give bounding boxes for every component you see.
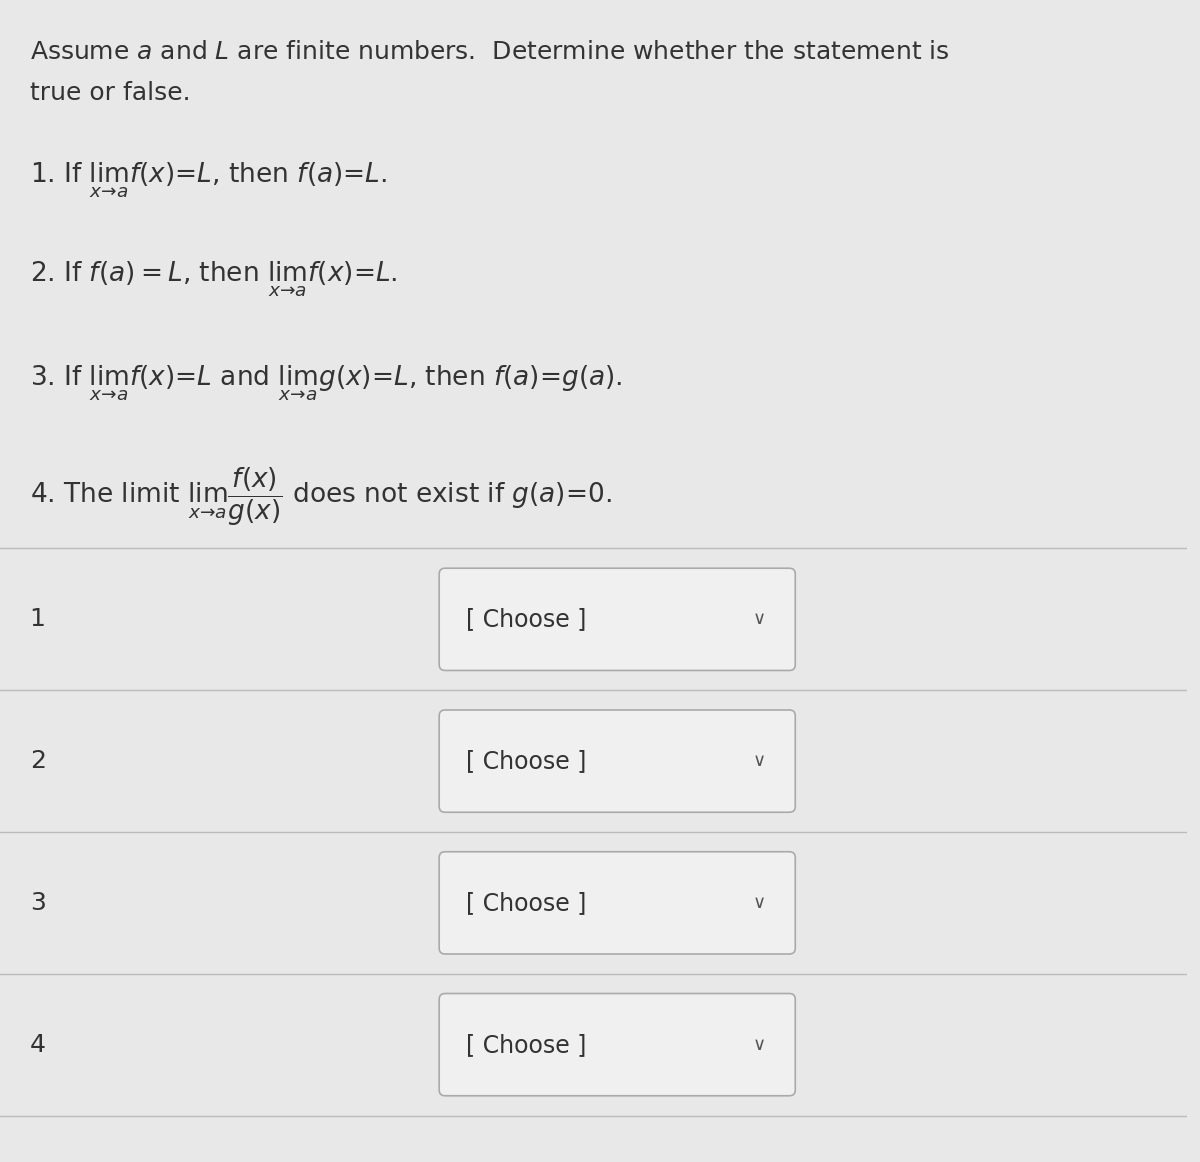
Text: [ Choose ]: [ Choose ]	[467, 749, 587, 773]
Text: true or false.: true or false.	[30, 81, 191, 105]
Text: [ Choose ]: [ Choose ]	[467, 608, 587, 631]
Text: ∨: ∨	[754, 610, 767, 629]
Text: [ Choose ]: [ Choose ]	[467, 1033, 587, 1056]
Text: 2: 2	[30, 749, 46, 773]
Text: Assume $a$ and $L$ are finite numbers.  Determine whether the statement is: Assume $a$ and $L$ are finite numbers. D…	[30, 41, 949, 64]
FancyBboxPatch shape	[439, 994, 796, 1096]
Text: 3: 3	[30, 891, 46, 914]
Text: [ Choose ]: [ Choose ]	[467, 891, 587, 914]
FancyBboxPatch shape	[439, 710, 796, 812]
FancyBboxPatch shape	[439, 852, 796, 954]
Text: ∨: ∨	[754, 752, 767, 770]
Text: ∨: ∨	[754, 1035, 767, 1054]
Text: 1. If $\lim_{x \to a} f(x) = L$, then $f(a) = L$.: 1. If $\lim_{x \to a} f(x) = L$, then $f…	[30, 160, 386, 200]
Text: 2. If $f(a) = L$, then $\lim_{x \to a} f(x) = L$.: 2. If $f(a) = L$, then $\lim_{x \to a} f…	[30, 259, 397, 299]
Text: ∨: ∨	[754, 894, 767, 912]
Text: 3. If $\lim_{x \to a} f(x) = L$ and $\lim_{x \to a} g(x) = L$, then $f(a) = g(a): 3. If $\lim_{x \to a} f(x) = L$ and $\li…	[30, 364, 622, 403]
Text: 4. The limit $\lim_{x \to a} \dfrac{f(x)}{g(x)}$ does not exist if $g(a) = 0$.: 4. The limit $\lim_{x \to a} \dfrac{f(x)…	[30, 466, 612, 529]
Text: 1: 1	[30, 608, 46, 631]
Text: 4: 4	[30, 1033, 46, 1056]
FancyBboxPatch shape	[439, 568, 796, 670]
